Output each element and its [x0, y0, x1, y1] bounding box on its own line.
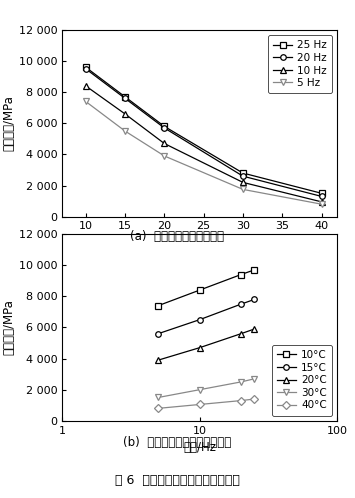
Y-axis label: 动态模量/MPa: 动态模量/MPa [3, 299, 16, 356]
Text: (b)  动态模量随荷载频率的变化: (b) 动态模量随荷载频率的变化 [124, 436, 231, 449]
Legend: 25 Hz, 20 Hz, 10 Hz, 5 Hz: 25 Hz, 20 Hz, 10 Hz, 5 Hz [268, 35, 332, 93]
Legend: 10°C, 15°C, 20°C, 30°C, 40°C: 10°C, 15°C, 20°C, 30°C, 40°C [272, 345, 332, 416]
X-axis label: 温度/°C: 温度/°C [184, 237, 216, 250]
Y-axis label: 动态模量/MPa: 动态模量/MPa [3, 95, 16, 151]
Text: (a)  动态模量随温度的变化: (a) 动态模量随温度的变化 [131, 230, 224, 243]
Text: 图 6  圆柱体试件单轴压缩动态模量: 图 6 圆柱体试件单轴压缩动态模量 [115, 474, 240, 487]
X-axis label: 频率/Hz: 频率/Hz [183, 441, 216, 454]
